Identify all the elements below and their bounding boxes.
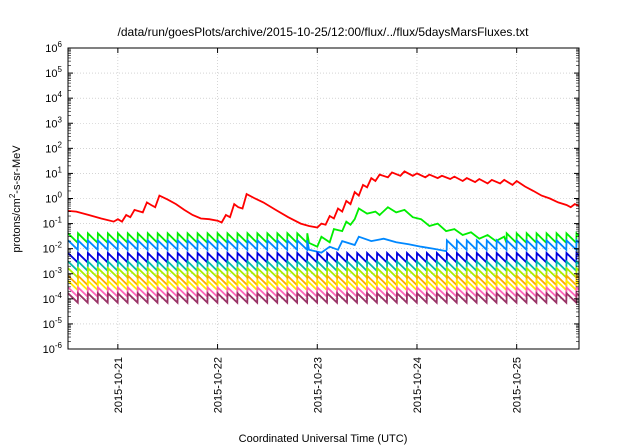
x-tick-label: 2015-10-22 [213, 357, 225, 413]
chart-title: /data/run/goesPlots/archive/2015-10-25/1… [118, 25, 530, 39]
x-tick-label: 2015-10-24 [412, 357, 424, 413]
x-tick-label: 2015-10-21 [113, 357, 125, 413]
y-tick-label: 106 [45, 40, 62, 55]
y-tick-label: 100 [45, 191, 62, 206]
y-tick-label: 102 [45, 140, 62, 155]
y-tick-label: 104 [45, 90, 62, 105]
y-tick-label: 10-3 [43, 266, 63, 281]
y-tick-label: 10-1 [43, 216, 63, 231]
x-tick-label: 2015-10-25 [512, 357, 524, 413]
y-axis-label: protons/cm2-s-sr-MeV [8, 145, 23, 253]
grid [68, 48, 579, 349]
y-tick-label: 10-5 [43, 316, 63, 331]
y-tick-label: 10-2 [43, 241, 63, 256]
series-line-1 [68, 170, 579, 229]
x-axis-label: Coordinated Universal Time (UTC) [239, 433, 408, 445]
y-tick-label: 10-6 [43, 341, 63, 356]
series-line-2 [68, 206, 579, 248]
axes: 10-6 10-5 10-4 10-3 10-2 10-1 100 101 102 103 104 1… [43, 40, 580, 413]
y-tick-label: 10-4 [43, 291, 63, 306]
y-tick-label: 103 [45, 115, 62, 130]
y-tick-label: 105 [45, 65, 62, 80]
series-group [68, 170, 579, 305]
series-line-3 [68, 235, 579, 254]
series-line-10 [68, 291, 579, 305]
y-tick-label: 101 [45, 165, 62, 180]
x-tick-label: 2015-10-23 [312, 357, 324, 413]
